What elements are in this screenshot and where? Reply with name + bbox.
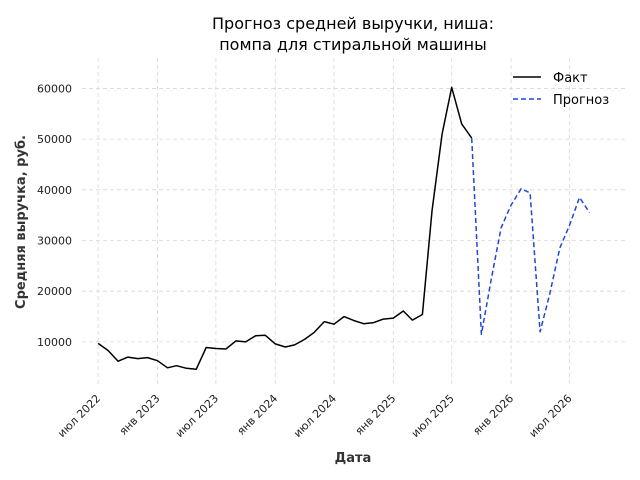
y-axis-ticks: 10000 20000 30000 40000 50000 60000 <box>37 82 72 348</box>
y-tick-label: 20000 <box>37 285 72 298</box>
grid-layer <box>82 58 625 385</box>
series-layer <box>97 86 591 371</box>
x-tick-label: июл 2024 <box>291 392 339 440</box>
y-tick-label: 40000 <box>37 184 72 197</box>
x-tick-label: янв 2026 <box>470 392 516 438</box>
y-tick-label: 10000 <box>37 336 72 349</box>
chart-title-line2: помпа для стиральной машины <box>219 35 487 54</box>
y-axis-label: Средняя выручка, руб. <box>14 135 29 309</box>
x-tick-label: июл 2023 <box>173 392 221 440</box>
x-tick-label: янв 2025 <box>353 392 399 438</box>
legend-label: Прогноз <box>553 93 609 108</box>
y-tick-label: 60000 <box>37 82 72 95</box>
x-axis-label: Дата <box>335 451 372 466</box>
x-axis-ticks: июл 2022 янв 2023 июл 2023 янв 2024 июл 2024… <box>55 392 574 440</box>
actual-series-line <box>97 86 473 371</box>
y-tick-label: 30000 <box>37 235 72 248</box>
legend: Факт Прогноз <box>513 71 609 108</box>
legend-label: Факт <box>553 71 588 86</box>
y-tick-label: 50000 <box>37 133 72 146</box>
x-tick-label: июл 2025 <box>409 392 457 440</box>
x-tick-label: июл 2026 <box>527 392 575 440</box>
x-tick-label: янв 2023 <box>117 392 163 438</box>
x-tick-label: янв 2024 <box>235 392 281 438</box>
x-tick-label: июл 2022 <box>55 392 103 440</box>
chart-title-line1: Прогноз средней выручки, ниша: <box>212 14 494 33</box>
forecast-series-line <box>470 138 591 336</box>
